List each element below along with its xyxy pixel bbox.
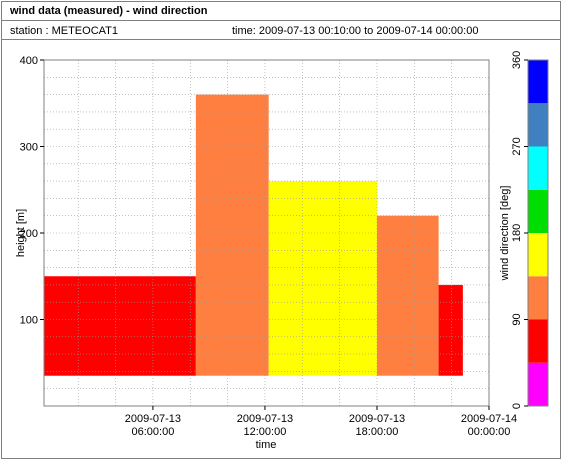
data-block-1 (195, 94, 269, 376)
data-block-4 (438, 284, 463, 376)
colorbar-tick-label: 180 (511, 224, 523, 242)
x-tick-label-date: 2009-07-13 (349, 413, 405, 425)
x-tick-label-time: 06:00:00 (132, 426, 175, 438)
y-tick-label: 400 (20, 55, 38, 67)
station-label: station : METEOCAT1 (10, 25, 118, 37)
colorbar-tick-label: 270 (511, 137, 523, 155)
colorbar-bin-3 (528, 233, 548, 277)
data-block-2 (268, 181, 377, 376)
info-bar: station : METEOCAT1 time: 2009-07-13 00:… (2, 22, 560, 40)
colorbar-label: wind direction [deg] (499, 186, 511, 282)
y-tick-label: 200 (20, 228, 38, 240)
data-block-3 (376, 215, 439, 376)
x-tick-label-date: 2009-07-13 (237, 413, 293, 425)
y-tick-label: 100 (20, 315, 38, 327)
colorbar-bin-4 (528, 189, 548, 233)
colorbar-bin-1 (528, 319, 548, 363)
x-tick-label-time: 12:00:00 (244, 426, 287, 438)
x-tick-label-date: 2009-07-14 (461, 413, 517, 425)
x-tick-label-date: 2009-07-13 (125, 413, 181, 425)
colorbar-tick-label: 0 (511, 403, 523, 409)
colorbar-bin-2 (528, 276, 548, 320)
colorbar: 0 90 180 270 360 (511, 51, 549, 409)
y-axis-label: height [m] (15, 209, 27, 257)
time-range-label: time: 2009-07-13 00:10:00 to 2009-07-14 … (232, 25, 479, 37)
colorbar-tick-label: 360 (511, 51, 523, 69)
y-tick-label: 300 (20, 142, 38, 154)
colorbar-bin-5 (528, 146, 548, 190)
colorbar-tick-label: 90 (511, 313, 523, 325)
grid-layer (44, 60, 489, 406)
colorbar-bin-7 (528, 60, 548, 104)
chart-title: wind data (measured) - wind direction (2, 2, 560, 21)
x-axis-label: time (256, 439, 277, 451)
colorbar-bin-0 (528, 362, 548, 406)
x-tick-label-time: 18:00:00 (356, 426, 399, 438)
x-tick-label-time: 00:00:00 (468, 426, 511, 438)
data-layer (44, 94, 463, 376)
colorbar-bin-6 (528, 103, 548, 147)
y-axis: 100 200 300 400 (20, 55, 44, 327)
data-block-0 (44, 276, 196, 376)
x-axis: 2009-07-1306:00:002009-07-1312:00:002009… (125, 406, 517, 438)
